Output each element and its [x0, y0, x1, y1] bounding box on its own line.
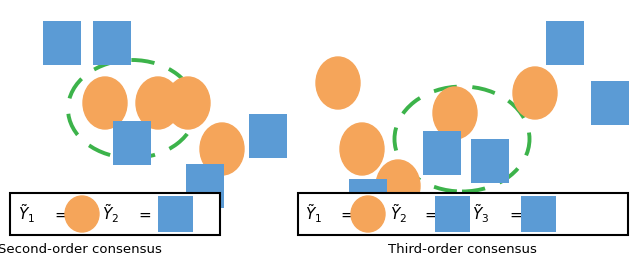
Ellipse shape	[136, 77, 180, 129]
Text: $\tilde{Y}_3$: $\tilde{Y}_3$	[472, 203, 490, 225]
Ellipse shape	[351, 196, 385, 232]
Text: $\tilde{Y}_1$: $\tilde{Y}_1$	[18, 203, 35, 225]
FancyBboxPatch shape	[546, 21, 584, 65]
FancyBboxPatch shape	[157, 196, 193, 232]
FancyBboxPatch shape	[113, 121, 151, 165]
Ellipse shape	[166, 77, 210, 129]
Ellipse shape	[376, 160, 420, 212]
Text: $=$: $=$	[507, 206, 523, 222]
Text: $\tilde{Y}_2$: $\tilde{Y}_2$	[102, 203, 119, 225]
Text: $\tilde{Y}_1$: $\tilde{Y}_1$	[305, 203, 322, 225]
Text: $\tilde{Y}_2$: $\tilde{Y}_2$	[390, 203, 407, 225]
FancyBboxPatch shape	[93, 21, 131, 65]
FancyBboxPatch shape	[298, 193, 628, 235]
Text: $=$: $=$	[52, 206, 68, 222]
Text: $=$: $=$	[136, 206, 152, 222]
FancyBboxPatch shape	[591, 81, 629, 125]
FancyBboxPatch shape	[349, 179, 387, 223]
Text: $=$: $=$	[338, 206, 354, 222]
Ellipse shape	[316, 57, 360, 109]
Ellipse shape	[65, 196, 99, 232]
FancyBboxPatch shape	[186, 164, 224, 208]
Ellipse shape	[200, 123, 244, 175]
Ellipse shape	[513, 67, 557, 119]
FancyBboxPatch shape	[249, 114, 287, 158]
FancyBboxPatch shape	[43, 21, 81, 65]
Text: $=$: $=$	[422, 206, 438, 222]
FancyBboxPatch shape	[520, 196, 556, 232]
FancyBboxPatch shape	[471, 139, 509, 183]
Text: Third-order consensus: Third-order consensus	[388, 243, 536, 256]
Ellipse shape	[83, 77, 127, 129]
FancyBboxPatch shape	[10, 193, 220, 235]
Text: Second-order consensus: Second-order consensus	[0, 243, 162, 256]
FancyBboxPatch shape	[423, 131, 461, 175]
Ellipse shape	[433, 87, 477, 139]
FancyBboxPatch shape	[435, 196, 470, 232]
Ellipse shape	[340, 123, 384, 175]
